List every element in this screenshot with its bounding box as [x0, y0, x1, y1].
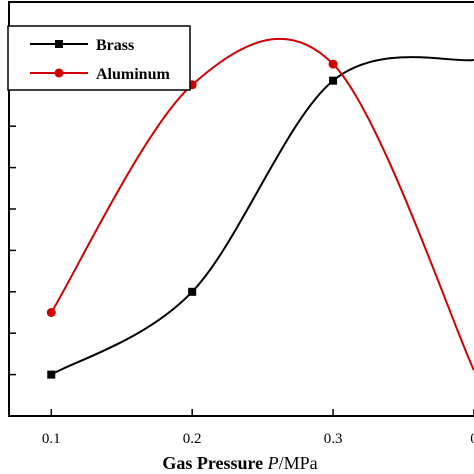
aluminum-point-0	[46, 308, 56, 317]
aluminum-point-2	[328, 59, 338, 69]
series-line-brass	[50, 56, 474, 376]
legend-box	[7, 25, 191, 91]
x-axis-label-prefix: Gas Pressure	[162, 453, 267, 473]
x-axis-label: Gas Pressure P/MPa	[162, 453, 317, 473]
x-axis-label-variable: P	[267, 453, 279, 473]
legend-marker-brass	[55, 40, 63, 48]
x-tick-label-2: 0.3	[324, 431, 343, 447]
legend-label-aluminum: Aluminum	[96, 66, 170, 83]
legend-label-brass: Brass	[96, 37, 134, 54]
x-tick-label-3: 0	[470, 431, 474, 447]
series-line-aluminum	[50, 37, 474, 371]
legend: Brass Aluminum	[7, 25, 191, 91]
legend-marker-aluminum	[54, 68, 64, 78]
chart-axes: 0.1 0.2 0.3 0	[8, 1, 474, 447]
x-tick-label-1: 0.2	[183, 431, 202, 447]
brass-point-0	[47, 370, 56, 379]
brass-point-1	[188, 287, 197, 296]
x-axis-label-unit: /MPa	[279, 453, 318, 473]
x-tick-label-0: 0.1	[42, 431, 61, 447]
brass-point-2	[329, 76, 338, 85]
